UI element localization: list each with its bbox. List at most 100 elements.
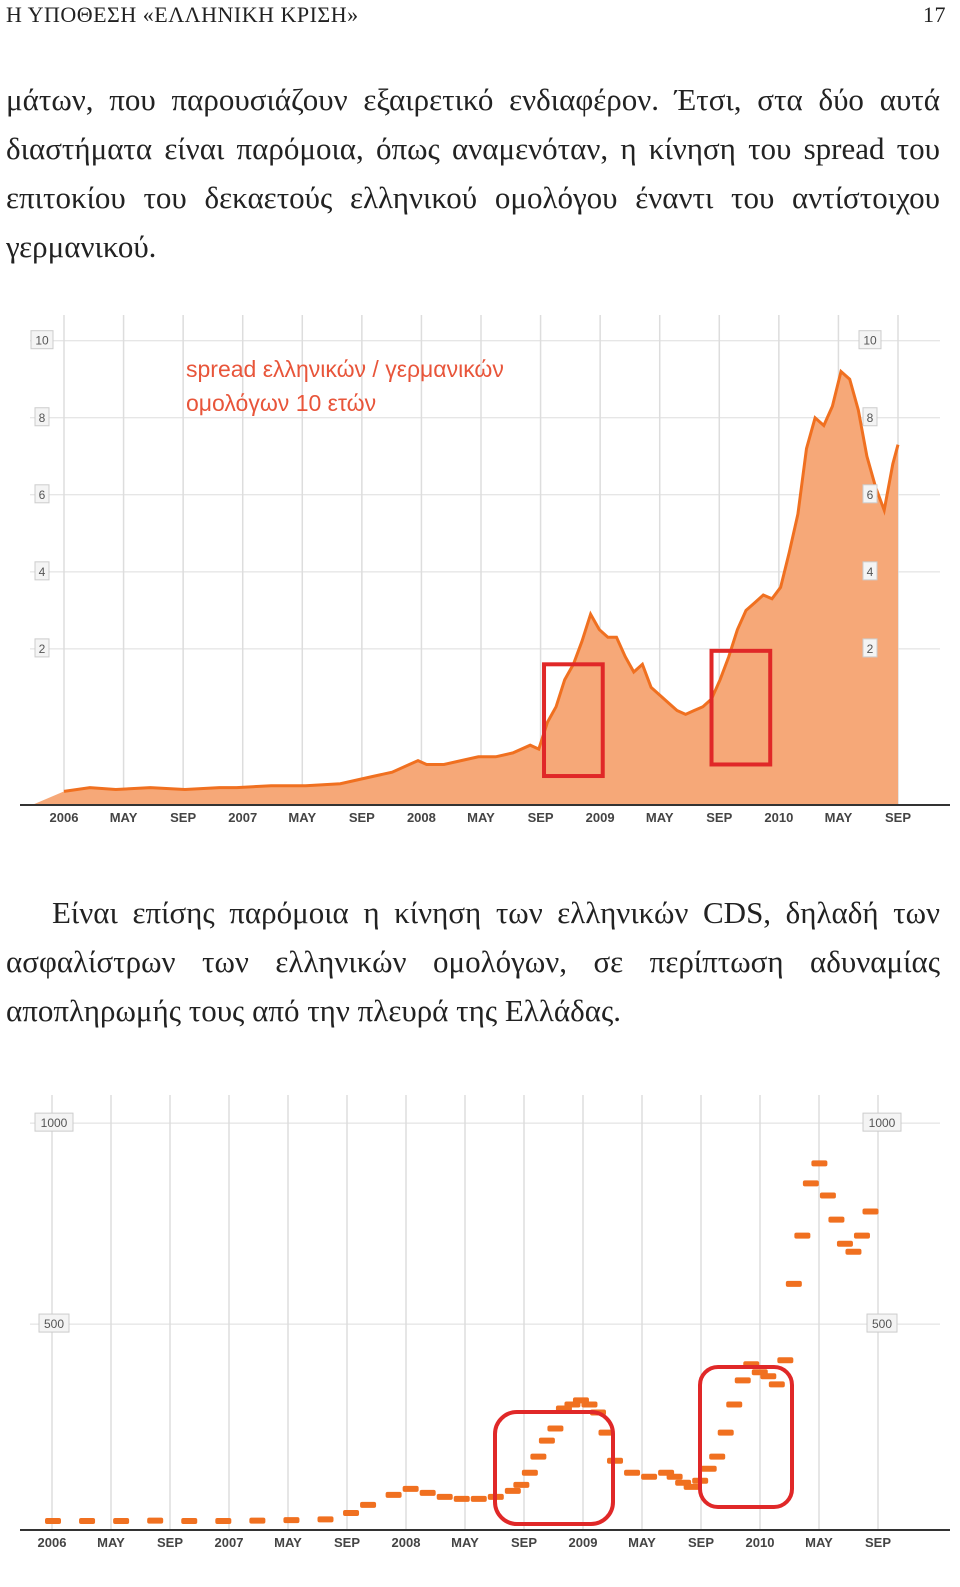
- y-tick-label: 1000: [41, 1116, 68, 1130]
- y-tick-box: [858, 330, 882, 350]
- x-tick-label: SEP: [528, 810, 554, 825]
- y-axis-labels-right: 500 1000: [862, 1112, 902, 1333]
- x-tick-label: MAY: [825, 810, 853, 825]
- chart-gridlines: [30, 1095, 940, 1530]
- x-tick-label: SEP: [865, 1535, 891, 1550]
- x-tick-label: SEP: [706, 810, 732, 825]
- data-mark: [470, 1495, 487, 1502]
- y-tick-label: 2: [867, 642, 874, 656]
- data-mark: [862, 1208, 879, 1215]
- running-title: Η ΥΠΟΘΕΣΗ «ΕΛΛΗΝΙΚΗ ΚΡΙΣΗ»: [6, 2, 359, 27]
- x-tick-label: SEP: [885, 810, 911, 825]
- data-mark: [530, 1453, 547, 1460]
- y-tick-label: 2: [39, 642, 46, 656]
- data-mark: [113, 1517, 130, 1524]
- x-tick-label: MAY: [451, 1535, 479, 1550]
- y-tick-label: 4: [867, 565, 874, 579]
- data-mark: [249, 1517, 266, 1524]
- y-tick-box: [866, 1313, 898, 1333]
- y-tick-box: [862, 561, 878, 581]
- x-tick-label: 2007: [228, 810, 257, 825]
- data-mark: [385, 1491, 402, 1498]
- x-tick-label: 2009: [586, 810, 615, 825]
- data-mark: [802, 1180, 819, 1187]
- page-number: 17: [923, 2, 946, 27]
- data-mark: [768, 1381, 785, 1388]
- y-tick-box: [34, 638, 50, 658]
- data-mark: [666, 1473, 683, 1480]
- data-mark: [453, 1495, 470, 1502]
- y-tick-label: 6: [867, 488, 874, 502]
- x-tick-label: SEP: [170, 810, 196, 825]
- y-axis-labels-left: 2 4 6 8 10: [30, 330, 54, 658]
- paragraph-1: μάτων, που παρουσιάζουν εξαιρετικό ενδια…: [6, 82, 940, 264]
- data-mark: [360, 1501, 377, 1508]
- data-mark: [504, 1487, 521, 1494]
- spread-line: [63, 368, 900, 793]
- x-tick-label: MAY: [805, 1535, 833, 1550]
- data-mark: [683, 1483, 700, 1490]
- data-mark: [794, 1232, 811, 1239]
- y-tick-label: 1000: [869, 1116, 896, 1130]
- x-tick-label: MAY: [274, 1535, 302, 1550]
- data-mark: [641, 1473, 658, 1480]
- y-tick-box: [34, 1112, 74, 1132]
- y-tick-label: 4: [39, 565, 46, 579]
- y-tick-box: [862, 1112, 902, 1132]
- y-tick-label: 8: [867, 411, 874, 425]
- data-mark: [79, 1517, 96, 1524]
- data-mark: [811, 1160, 828, 1167]
- data-mark: [283, 1517, 300, 1524]
- data-mark: [45, 1517, 61, 1524]
- data-mark: [521, 1469, 538, 1476]
- data-mark: [538, 1437, 555, 1444]
- highlight-box-1: [493, 1410, 615, 1526]
- x-tick-label: 2006: [38, 1535, 67, 1550]
- x-tick-label: SEP: [157, 1535, 183, 1550]
- cds-chart: 500 1000 500 1000 2006 MAY SEP 2007 MAY SEP 2008…: [20, 1095, 950, 1550]
- highlight-box-2: [709, 648, 773, 767]
- y-tick-box: [862, 638, 878, 658]
- x-tick-label: MAY: [467, 810, 495, 825]
- highlight-boxes: [493, 1365, 794, 1526]
- data-mark: [726, 1401, 743, 1408]
- data-mark: [700, 1465, 717, 1472]
- y-tick-box: [862, 484, 878, 504]
- y-tick-label: 8: [39, 411, 46, 425]
- x-tick-label: 2008: [392, 1535, 421, 1550]
- y-tick-label: 6: [39, 488, 46, 502]
- x-tick-label: 2010: [764, 810, 793, 825]
- data-mark: [343, 1509, 360, 1516]
- x-tick-label: SEP: [349, 810, 375, 825]
- x-tick-label: SEP: [688, 1535, 714, 1550]
- data-mark: [598, 1429, 615, 1436]
- x-axis-labels: 2006 MAY SEP 2007 MAY SEP 2008 MAY SEP 2009 MAY SEP…: [50, 810, 912, 825]
- data-mark: [402, 1485, 419, 1492]
- x-tick-label: MAY: [110, 810, 138, 825]
- data-mark: [317, 1516, 334, 1523]
- data-mark: [181, 1517, 198, 1524]
- y-tick-box: [38, 1313, 70, 1333]
- y-tick-label: 10: [863, 334, 877, 348]
- x-tick-label: MAY: [628, 1535, 656, 1550]
- data-mark: [785, 1280, 802, 1287]
- y-axis-labels-right: 2 4 6 8 10: [858, 330, 882, 658]
- x-tick-label: 2007: [215, 1535, 244, 1550]
- spread-area-fill: [32, 371, 898, 805]
- x-axis-labels: 2006 MAY SEP 2007 MAY SEP 2008 MAY SEP 2009 MAY SEP…: [38, 1535, 892, 1550]
- x-tick-label: MAY: [646, 810, 674, 825]
- data-mark: [624, 1469, 641, 1476]
- x-tick-label: 2010: [746, 1535, 775, 1550]
- x-tick-label: 2008: [407, 810, 436, 825]
- highlight-boxes: [542, 648, 773, 779]
- y-tick-box: [34, 484, 50, 504]
- data-mark: [436, 1493, 453, 1500]
- data-mark: [513, 1481, 530, 1488]
- y-axis-labels-left: 500 1000: [34, 1112, 74, 1333]
- spread-chart: 2 4 6 8 10 2 4 6 8 10 2006 MAY SEP 2007 MAY SEP 2008 MA…: [20, 315, 950, 825]
- data-mark: [760, 1373, 777, 1380]
- data-mark: [717, 1429, 734, 1436]
- chart-area: [32, 368, 900, 805]
- annotation-line-2: ομολόγων 10 ετών: [186, 390, 376, 416]
- data-mark: [607, 1457, 624, 1464]
